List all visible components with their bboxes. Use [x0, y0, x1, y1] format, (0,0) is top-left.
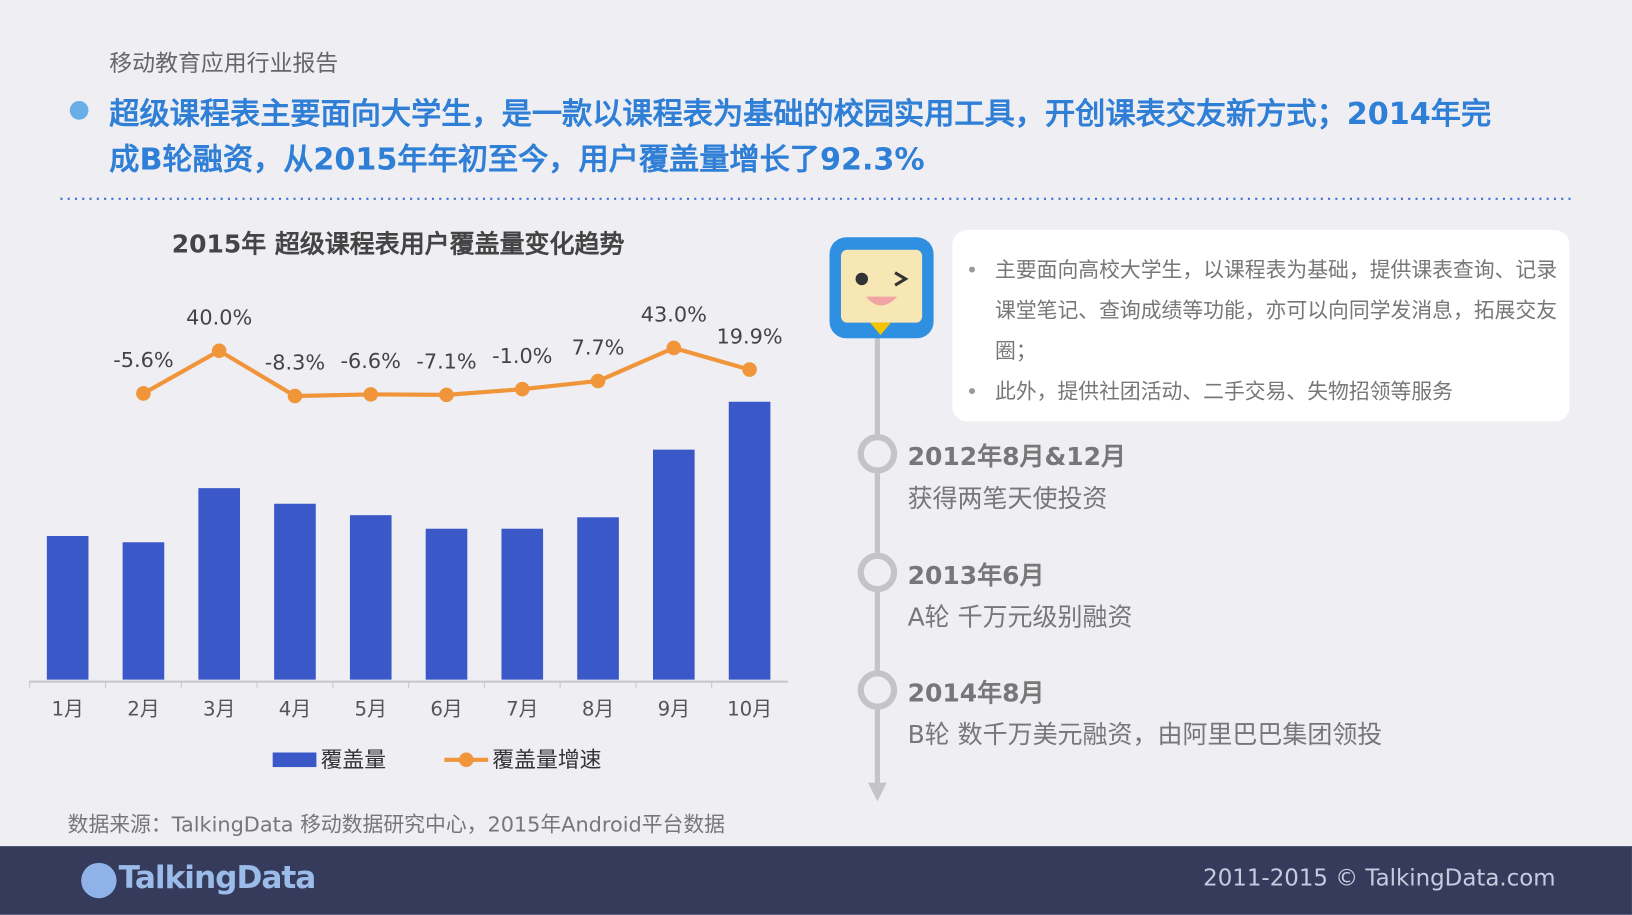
x-tick-label: 6月: [430, 697, 462, 720]
bar: [198, 488, 241, 680]
line-point: [742, 362, 757, 377]
logo-text: TalkingData: [118, 859, 317, 897]
timeline-text: B轮 数千万美元融资，由阿里巴巴集团领投: [907, 720, 1383, 750]
copyright: 2011-2015 © TalkingData.com: [1203, 865, 1556, 892]
intro-list: • 主要面向高校大学生，以课程表为基础，提供课表查询、记录课堂笔记、查询成绩等功能…: [966, 250, 1557, 412]
timeline-node: [857, 434, 898, 474]
data-label: -7.1%: [416, 350, 476, 374]
intro-text: 此外，提供社团活动、二手交易、失物招领等服务: [995, 378, 1453, 404]
timeline-date: 2012年8月&12月: [907, 442, 1126, 472]
report-title: 移动教育应用行业报告: [109, 50, 339, 78]
intro-bullet: •: [965, 257, 979, 283]
data-label: 43.0%: [641, 303, 707, 327]
headline-line: 超级课程表主要面向大学生，是一款以课程表为基础的校园实用工具，开创课表交友新方式…: [109, 95, 1492, 132]
timeline-text: 获得两笔天使投资: [907, 483, 1108, 514]
line-point: [287, 388, 303, 404]
x-tick-label: 5月: [355, 697, 387, 720]
intro-text: 主要面向高校大学生，以课程表为基础，提供课表查询、记录课堂笔记、查询成绩等功能，…: [995, 257, 1558, 364]
data-label: -5.6%: [113, 348, 173, 372]
legend-swatch-dot: [458, 752, 474, 768]
intro-box: [952, 230, 1570, 422]
line-point: [590, 373, 606, 389]
legend-label: 覆盖量: [321, 748, 387, 773]
legend-label: 覆盖量增速: [492, 748, 601, 773]
source-note: 数据来源：TalkingData 移动数据研究中心，2015年Android平台…: [67, 811, 725, 837]
data-label: -1.0%: [492, 344, 552, 368]
intro-item: • 此外，提供社团活动、二手交易、失物招领等服务: [966, 372, 1557, 413]
bar: [728, 401, 771, 680]
line-point: [439, 387, 454, 403]
bar: [425, 528, 468, 680]
bar: [46, 536, 89, 680]
legend-swatch: [272, 752, 317, 768]
x-tick-label: 8月: [582, 697, 614, 720]
line-point: [363, 387, 379, 402]
bullet: [69, 100, 89, 120]
x-tick-label: 4月: [279, 697, 311, 720]
timeline-node: [857, 552, 898, 593]
x-tick-label: 3月: [203, 697, 235, 720]
intro-item: • 主要面向高校大学生，以课程表为基础，提供课表查询、记录课堂笔记、查询成绩等功能…: [966, 250, 1557, 372]
x-tick-label: 1月: [51, 697, 83, 720]
timeline-date: 2014年8月: [907, 678, 1045, 708]
footer-bar: [0, 846, 1632, 915]
data-label: 7.7%: [572, 336, 625, 360]
app-icon: [829, 237, 934, 339]
intro-bullet: •: [965, 378, 979, 404]
timeline-date: 2013年6月: [907, 560, 1045, 591]
line-point: [136, 386, 151, 401]
data-label: 40.0%: [186, 305, 252, 329]
logo-icon: [81, 862, 117, 899]
bar: [652, 449, 695, 680]
line-point: [211, 343, 227, 359]
timeline-node: [857, 670, 898, 710]
timeline-arrow: [868, 782, 887, 802]
bar: [349, 515, 392, 680]
data-label: -8.3%: [265, 351, 325, 375]
chart-title: 2015年 超级课程表用户覆盖量变化趋势: [172, 230, 625, 259]
timeline-text: A轮 千万元级别融资: [907, 602, 1133, 632]
line-point: [666, 340, 682, 356]
x-tick-label: 2月: [127, 697, 159, 720]
bar: [122, 542, 165, 680]
x-tick-label: 9月: [658, 697, 690, 720]
data-label: -6.6%: [341, 349, 401, 373]
bar: [274, 503, 316, 680]
line-point: [514, 381, 530, 397]
bar: [577, 517, 619, 680]
data-label: 19.9%: [717, 324, 783, 348]
x-tick-label: 7月: [506, 697, 538, 720]
x-tick-label: 10月: [727, 697, 772, 720]
headline-line: 成B轮融资，从2015年年初至今，用户覆盖量增长了92.3%: [109, 141, 925, 177]
bar: [501, 528, 544, 680]
